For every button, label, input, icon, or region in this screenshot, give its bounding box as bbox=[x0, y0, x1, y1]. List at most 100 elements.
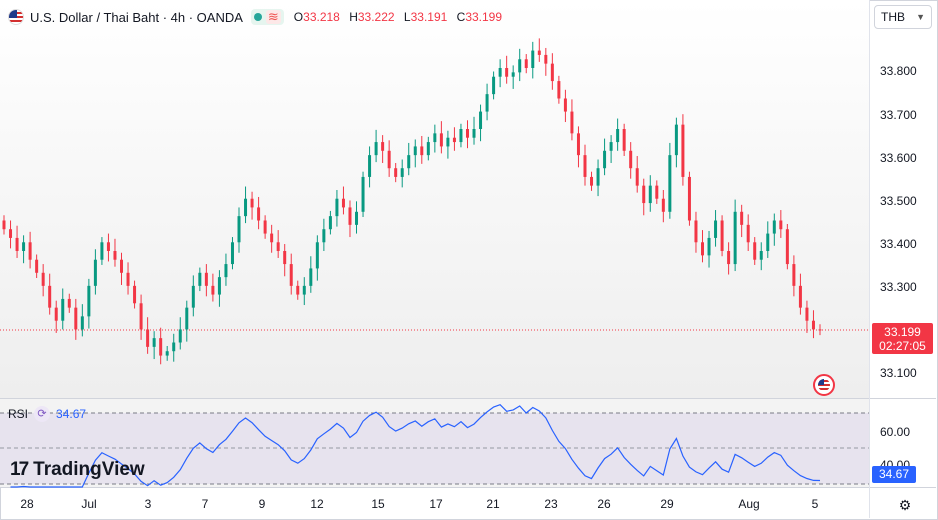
time-tick: Jul bbox=[81, 497, 97, 511]
candle-body bbox=[191, 285, 195, 308]
price-tick: 33.300 bbox=[880, 280, 917, 294]
rsi-legend[interactable]: RSI ⟳ 34.67 bbox=[8, 406, 86, 422]
candle-body bbox=[35, 259, 39, 273]
price-tick: 33.100 bbox=[880, 366, 917, 380]
candle-body bbox=[583, 155, 587, 177]
candle-body bbox=[700, 242, 704, 256]
candle-body bbox=[355, 211, 359, 225]
candle-body bbox=[270, 233, 274, 243]
candle-body bbox=[113, 251, 117, 260]
candle-body bbox=[198, 272, 202, 286]
price-tick: 33.800 bbox=[880, 64, 917, 78]
candle-body bbox=[257, 207, 261, 221]
candle-body bbox=[727, 251, 731, 265]
brand-name: TradingView bbox=[33, 459, 145, 480]
chart-settings-gear-icon[interactable]: ⚙ bbox=[898, 497, 912, 513]
candle-body bbox=[439, 133, 443, 147]
currency-value: THB bbox=[881, 10, 905, 24]
candle-body bbox=[250, 198, 254, 208]
time-tick: 29 bbox=[660, 497, 674, 511]
candle-body bbox=[2, 220, 6, 230]
candle-body bbox=[550, 63, 554, 82]
candle-body bbox=[544, 54, 548, 64]
candle-body bbox=[459, 129, 463, 143]
candle-body bbox=[263, 220, 267, 234]
pane-separator[interactable] bbox=[0, 398, 936, 399]
time-tick: 12 bbox=[310, 497, 324, 511]
rsi-pane[interactable] bbox=[0, 399, 869, 487]
currency-selector[interactable]: THB ▼ bbox=[874, 5, 932, 29]
candle-body bbox=[315, 242, 319, 269]
rsi-line bbox=[10, 404, 821, 488]
candle-body bbox=[818, 329, 822, 331]
indicator-settings-icon[interactable]: ⟳ bbox=[34, 406, 51, 422]
candle-body bbox=[224, 264, 228, 278]
candle-body bbox=[753, 242, 757, 260]
candle-body bbox=[629, 150, 633, 169]
candle-body bbox=[61, 298, 65, 321]
candle-body bbox=[766, 233, 770, 251]
candle-body bbox=[668, 155, 672, 212]
time-tick: 28 bbox=[20, 497, 34, 511]
candle-body bbox=[759, 251, 763, 260]
candle-body bbox=[485, 94, 489, 112]
candle-body bbox=[537, 50, 541, 55]
candle-body bbox=[420, 146, 424, 156]
candle-body bbox=[185, 307, 189, 330]
candle-body bbox=[590, 176, 594, 186]
candle-body bbox=[348, 207, 352, 225]
time-tick: 7 bbox=[201, 497, 209, 511]
candle-body bbox=[681, 124, 685, 177]
tradingview-logo[interactable]: 17 TradingView bbox=[10, 459, 145, 481]
symbol-legend[interactable]: U.S. Dollar / Thai Baht · 4h · OANDA ≋ O… bbox=[8, 7, 508, 27]
time-axis-separator bbox=[0, 487, 936, 488]
price-axis-separator bbox=[869, 0, 870, 518]
time-tick: 3 bbox=[144, 497, 152, 511]
symbol-title[interactable]: U.S. Dollar / Thai Baht · 4h · OANDA bbox=[30, 9, 243, 25]
time-tick: Aug bbox=[738, 497, 760, 511]
candle-body bbox=[374, 142, 378, 156]
candle-body bbox=[465, 129, 469, 138]
candle-body bbox=[452, 137, 456, 143]
candle-body bbox=[674, 124, 678, 156]
candle-body bbox=[80, 316, 84, 330]
chevron-down-icon: ▼ bbox=[916, 12, 925, 22]
candle-body bbox=[67, 298, 71, 308]
candle-body bbox=[302, 285, 306, 295]
candle-body bbox=[244, 198, 248, 217]
candle-body bbox=[152, 338, 156, 347]
candle-body bbox=[655, 185, 659, 199]
candle-body bbox=[15, 237, 19, 251]
time-tick: 21 bbox=[486, 497, 500, 511]
candle-body bbox=[100, 242, 104, 260]
candle-body bbox=[172, 342, 176, 352]
candle-body bbox=[413, 146, 417, 156]
candle-body bbox=[779, 220, 783, 230]
candle-body bbox=[687, 176, 691, 221]
market-status[interactable]: ≋ bbox=[250, 9, 284, 25]
candle-body bbox=[479, 111, 483, 129]
candle-body bbox=[603, 150, 607, 169]
price-tick: 33.400 bbox=[880, 237, 917, 251]
main-pane[interactable] bbox=[0, 0, 869, 398]
market-open-dot-icon bbox=[253, 13, 262, 21]
candle-body bbox=[642, 185, 646, 204]
candle-body bbox=[394, 168, 398, 177]
rsi-value: 34.67 bbox=[56, 407, 87, 421]
candle-body bbox=[106, 242, 110, 251]
rsi-tick: 60.00 bbox=[880, 425, 911, 439]
last-price-label: 33.199 02:27:05 bbox=[872, 323, 933, 354]
candle-body bbox=[498, 68, 502, 77]
candle-body bbox=[54, 307, 58, 321]
candle-body bbox=[283, 251, 287, 265]
earnings-flag-icon[interactable] bbox=[813, 374, 835, 396]
candle-body bbox=[296, 285, 300, 295]
candle-body bbox=[381, 142, 385, 151]
candle-body bbox=[792, 264, 796, 286]
time-tick: 5 bbox=[811, 497, 819, 511]
candle-body bbox=[740, 211, 744, 225]
time-tick: 23 bbox=[544, 497, 558, 511]
candle-body bbox=[596, 168, 600, 186]
candle-body bbox=[576, 133, 580, 156]
